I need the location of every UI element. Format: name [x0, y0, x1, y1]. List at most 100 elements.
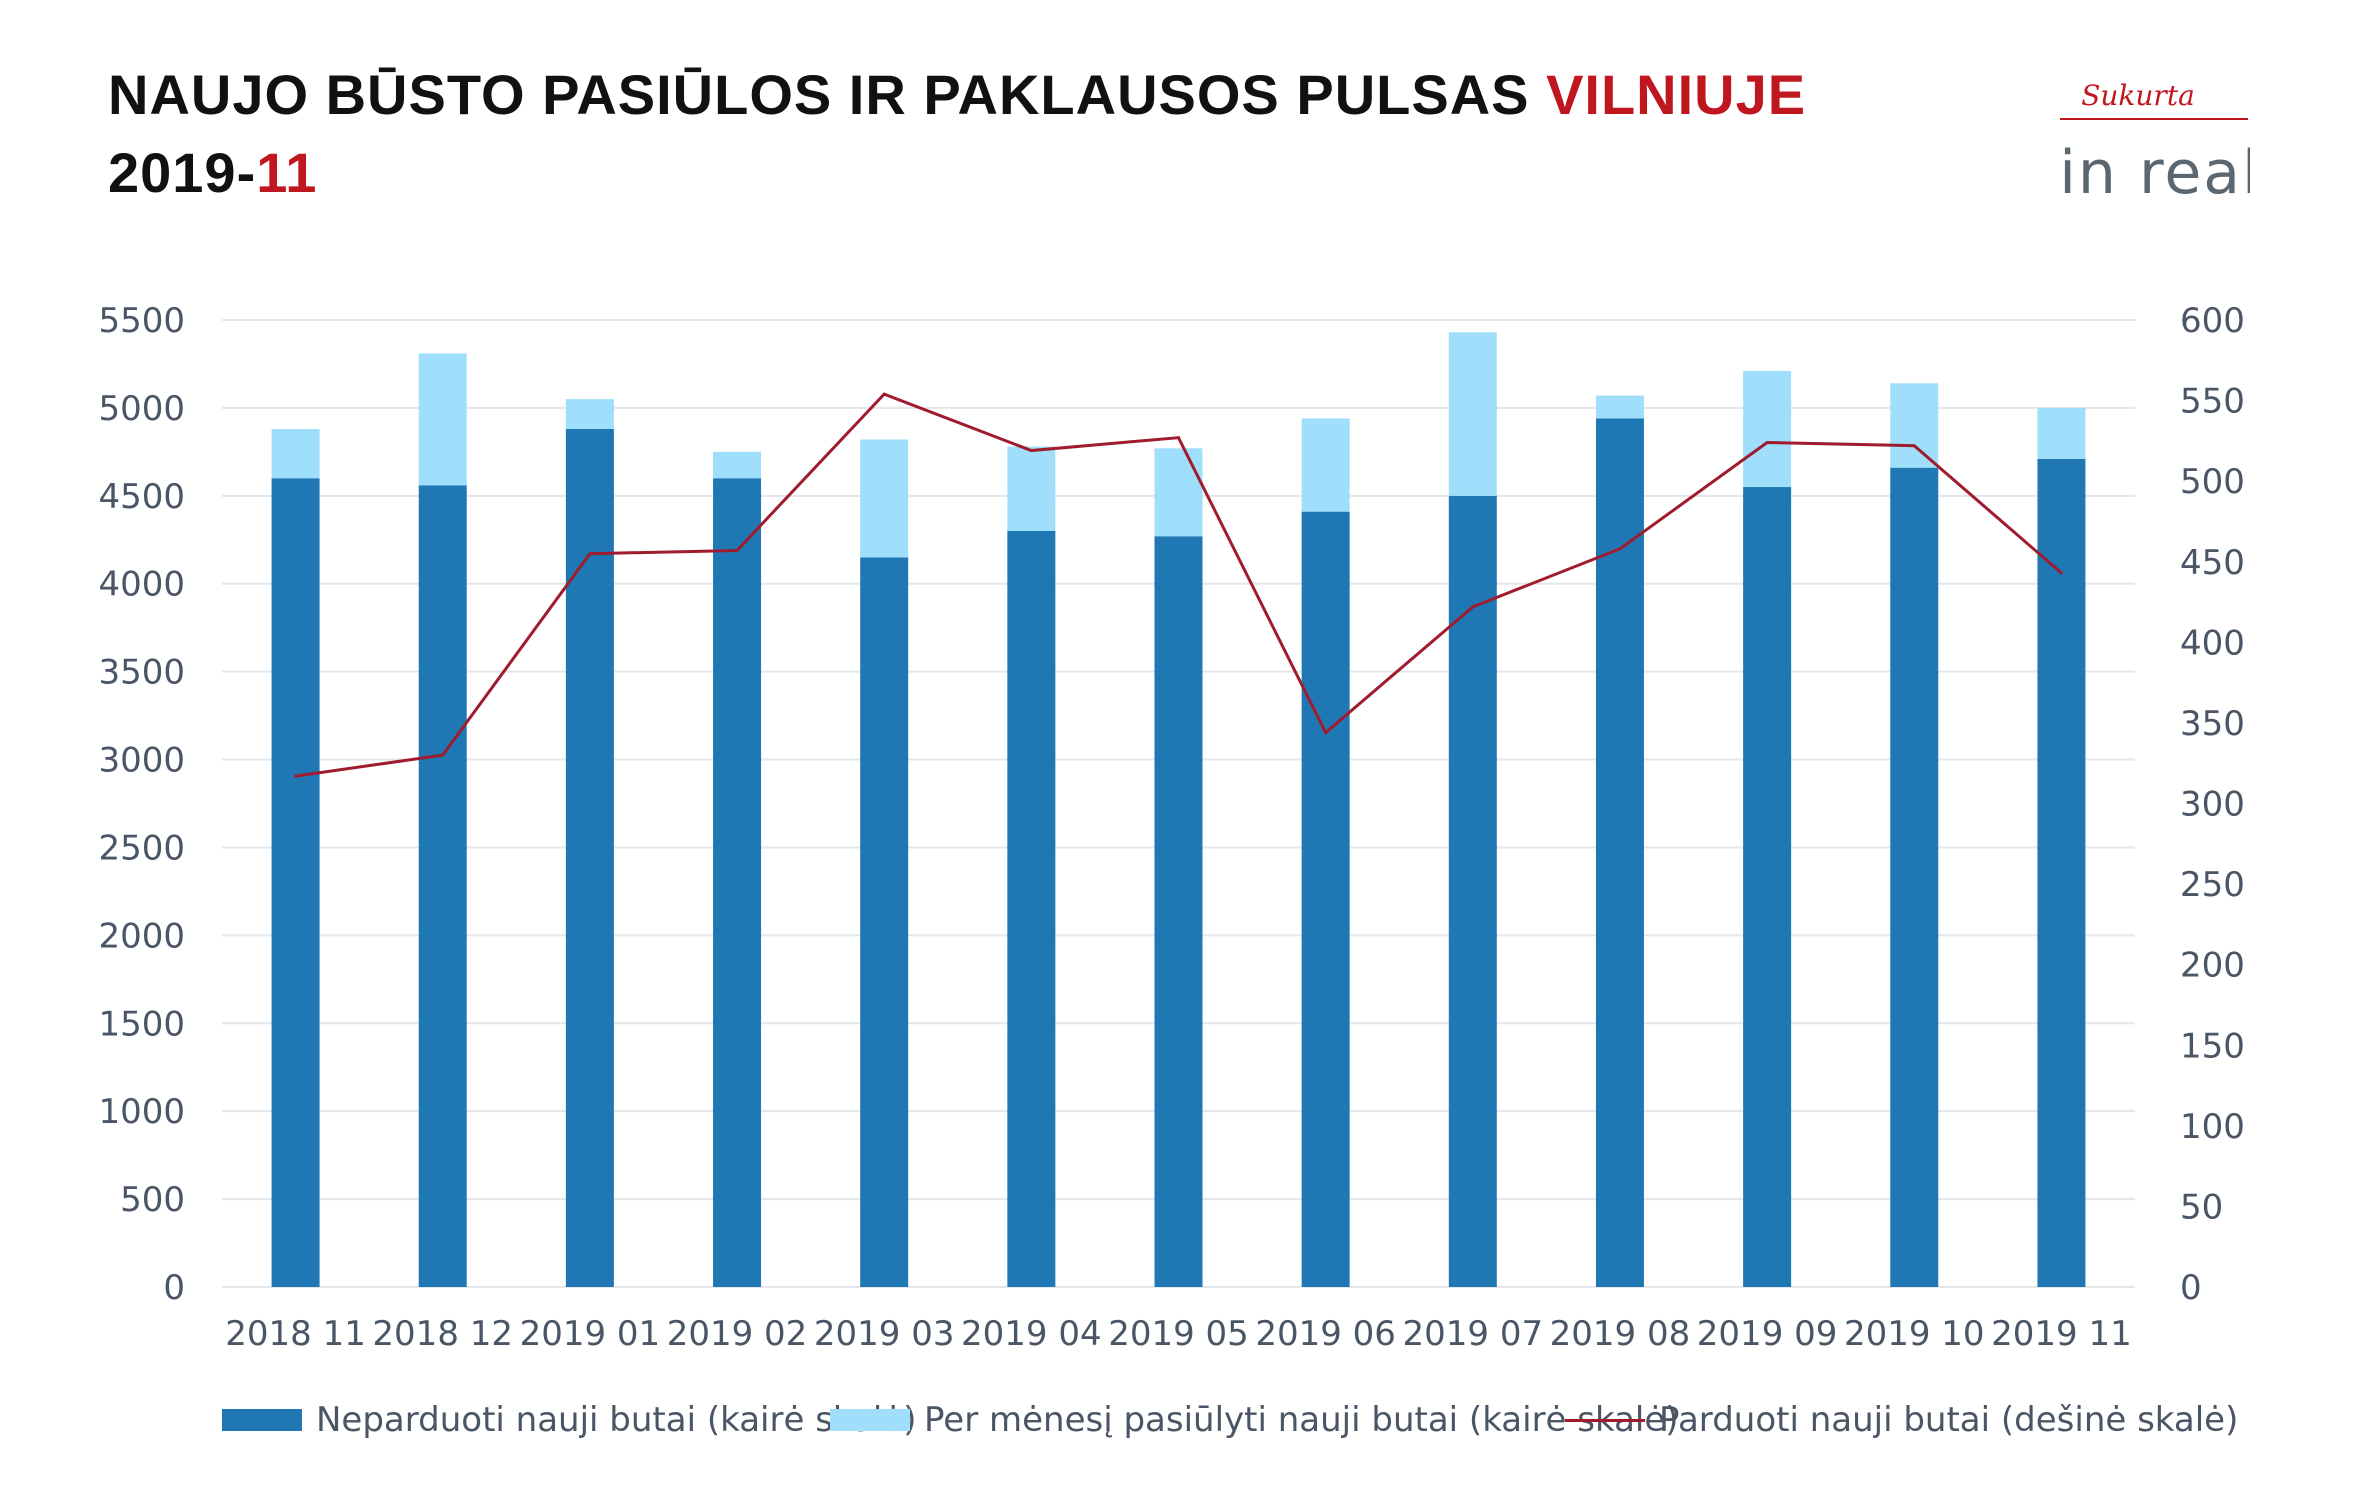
bar-unsold: [1448, 495, 1497, 1287]
x-axis: 2018 11 2018 12 2019 01 2019 02 2019 03 2019 …: [225, 1314, 2131, 1354]
sold-line-point: [1912, 444, 1916, 448]
legend-item-offered: Per mėnesį pasiūlyti nauji butai (kairė …: [830, 1400, 1679, 1440]
y-left-tick-label: 4000: [98, 565, 185, 605]
x-tick-label: 2019 11: [1991, 1314, 2132, 1354]
sold-line-point: [588, 552, 592, 556]
y-left-tick-label: 3500: [98, 653, 185, 693]
bar-unsold: [418, 485, 467, 1287]
y-left-tick-label: 5000: [98, 389, 185, 429]
x-tick-label: 2018 12: [372, 1314, 513, 1354]
bar-unsold: [1007, 530, 1056, 1287]
sold-line-point: [441, 753, 445, 757]
sold-line: [294, 392, 2063, 778]
y-right-tick-label: 50: [2180, 1187, 2223, 1227]
y-right-tick-label: 400: [2180, 623, 2245, 663]
bars: [271, 332, 2086, 1288]
x-tick-label: 2019 06: [1255, 1314, 1396, 1354]
x-tick-label: 2019 02: [667, 1314, 808, 1354]
legend-item-unsold: Neparduoti nauji butai (kairė skalė): [222, 1400, 916, 1440]
legend-swatch-unsold: [222, 1409, 302, 1431]
x-tick-label: 2019 08: [1550, 1314, 1691, 1354]
x-tick-label: 2019 01: [520, 1314, 661, 1354]
y-right-tick-label: 500: [2180, 462, 2245, 502]
right-axis: 0 50 100 150 200 250 300 350 400 450 500 550 600: [2180, 301, 2245, 1308]
bar-unsold: [1154, 536, 1203, 1287]
legend-label-offered: Per mėnesį pasiūlyti nauji butai (kairė …: [924, 1400, 1679, 1440]
bar-unsold: [271, 478, 320, 1288]
bar-offered: [1890, 383, 1939, 468]
bar-offered: [1007, 446, 1056, 531]
y-left-tick-label: 3000: [98, 741, 185, 781]
x-tick-label: 2019 09: [1697, 1314, 1838, 1354]
x-tick-label: 2019 03: [814, 1314, 955, 1354]
sold-line-point: [1471, 605, 1475, 609]
bar-unsold: [1890, 467, 1939, 1288]
y-left-tick-label: 1000: [98, 1092, 185, 1132]
chart-title: NAUJO BŪSTO PASIŪLOS IR PAKLAUSOS PULSAS…: [108, 62, 1806, 127]
x-tick-label: 2019 10: [1844, 1314, 1985, 1354]
bar-unsold: [860, 557, 909, 1287]
y-left-tick-label: 2000: [98, 916, 185, 956]
y-right-tick-label: 100: [2180, 1107, 2245, 1147]
y-right-tick-label: 550: [2180, 382, 2245, 422]
x-tick-label: 2018 11: [225, 1314, 366, 1354]
y-right-tick-label: 600: [2180, 301, 2245, 341]
x-tick-label: 2019 04: [961, 1314, 1102, 1354]
legend-swatch-offered: [830, 1409, 910, 1431]
legend-swatch-sold: [1565, 1418, 1645, 1422]
legend-item-sold: Parduoti nauji butai (dešinė skalė): [1565, 1400, 2238, 1440]
y-right-tick-label: 350: [2180, 704, 2245, 744]
combo-chart: 0500100015002000250030003500400045005000…: [98, 301, 2245, 1354]
logo-brand: in real: [2059, 138, 2250, 205]
sold-line-point: [882, 392, 886, 396]
y-right-tick-label: 150: [2180, 1026, 2245, 1066]
y-right-tick-label: 0: [2180, 1268, 2202, 1308]
bar-unsold: [1301, 511, 1350, 1287]
bar-unsold: [713, 478, 762, 1288]
sold-line-point: [2059, 571, 2063, 575]
y-right-tick-label: 200: [2180, 946, 2245, 986]
y-left-tick-label: 1500: [98, 1004, 185, 1044]
title-main: NAUJO BŪSTO PASIŪLOS IR PAKLAUSOS PULSAS: [108, 63, 1530, 126]
sold-line-point: [735, 548, 739, 552]
bar-offered: [1743, 370, 1792, 488]
bar-offered: [271, 429, 320, 479]
bar-offered: [565, 399, 614, 430]
inreal-logo: Sukurta in real: [2059, 79, 2250, 205]
x-tick-label: 2019 05: [1108, 1314, 1249, 1354]
sold-line-point: [294, 774, 298, 778]
y-left-tick-label: 4500: [98, 477, 185, 517]
sold-line-point: [1618, 547, 1622, 551]
legend-label-unsold: Neparduoti nauji butai (kairė skalė): [316, 1400, 917, 1440]
legend-label-sold: Parduoti nauji butai (dešinė skalė): [1659, 1400, 2239, 1440]
y-left-tick-label: 0: [163, 1268, 185, 1308]
date-prefix: 2019-: [108, 141, 257, 204]
y-left-tick-label: 2500: [98, 828, 185, 868]
bar-offered: [2037, 407, 2086, 459]
sold-line-point: [1029, 449, 1033, 453]
bar-offered: [418, 353, 467, 486]
bar-offered: [1301, 418, 1350, 512]
bar-offered: [713, 451, 762, 479]
sold-line-point: [1177, 436, 1180, 440]
bar-unsold: [2037, 458, 2086, 1287]
left-axis: 0 500 1000 1500 2000 2500 3000 3500 4000 4500 5000…: [98, 301, 185, 1308]
bar-offered: [1154, 448, 1203, 537]
x-tick-label: 2019 07: [1403, 1314, 1544, 1354]
bar-unsold: [565, 429, 614, 1287]
bar-unsold: [1743, 487, 1792, 1287]
chart-date: 2019-11: [108, 140, 317, 205]
sold-line-point: [1324, 731, 1328, 735]
y-right-tick-label: 450: [2180, 543, 2245, 583]
y-right-tick-label: 300: [2180, 785, 2245, 825]
bar-unsold: [1595, 418, 1644, 1287]
y-right-tick-label: 250: [2180, 865, 2245, 905]
logo-tagline: Sukurta: [2081, 79, 2195, 112]
bar-offered: [1595, 395, 1644, 419]
bar-offered: [860, 439, 909, 558]
sold-line-point: [1765, 440, 1769, 444]
bar-offered: [1448, 332, 1497, 496]
y-left-tick-label: 5500: [98, 301, 185, 341]
title-highlight: VILNIUJE: [1546, 63, 1807, 126]
y-left-tick-label: 500: [120, 1180, 185, 1220]
